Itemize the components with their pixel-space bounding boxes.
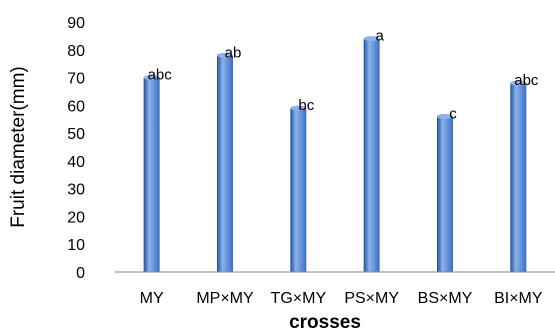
bar (363, 38, 380, 272)
y-axis-ticks: 0 10 20 30 40 50 60 70 80 90 (67, 15, 85, 282)
x-category-label: MP×MY (196, 290, 254, 307)
bar (437, 116, 453, 272)
bar (290, 108, 307, 272)
bar-cap (217, 52, 233, 58)
x-axis-categories: MY MP×MY TG×MY PS×MY BS×MY BI×MY (140, 290, 543, 307)
y-tick-label: 80 (67, 43, 85, 60)
x-category-label: BS×MY (418, 290, 473, 307)
y-tick-label: 0 (76, 265, 85, 282)
y-tick-label: 40 (67, 154, 85, 171)
bar-cap (363, 36, 380, 42)
bar-cap (437, 113, 453, 119)
bars (143, 36, 527, 273)
bar (217, 55, 233, 273)
data-label: bc (298, 97, 314, 114)
x-category-label: BI×MY (494, 290, 543, 307)
x-category-label: TG×MY (271, 290, 327, 307)
bar (510, 83, 527, 272)
data-label: ab (225, 44, 242, 61)
y-axis-label: Fruit diameter(mm) (8, 66, 29, 228)
bar-cap (510, 80, 527, 86)
y-tick-label: 60 (67, 98, 85, 115)
x-category-label: MY (140, 290, 164, 307)
data-label: c (449, 105, 457, 122)
bar-cap (143, 75, 160, 81)
x-category-label: PS×MY (344, 290, 399, 307)
y-tick-label: 20 (67, 209, 85, 226)
y-tick-label: 70 (67, 71, 85, 88)
y-tick-label: 50 (67, 126, 85, 143)
data-label: abc (514, 72, 539, 89)
y-tick-label: 30 (67, 182, 85, 199)
y-tick-label: 90 (67, 15, 85, 32)
data-labels: abc ab bc a c abc (148, 28, 539, 123)
bar-cap (290, 105, 307, 111)
data-label: a (375, 28, 384, 45)
x-axis-label: crosses (289, 312, 361, 332)
data-label: abc (148, 67, 173, 84)
bar (143, 77, 160, 272)
y-tick-label: 10 (67, 237, 85, 254)
